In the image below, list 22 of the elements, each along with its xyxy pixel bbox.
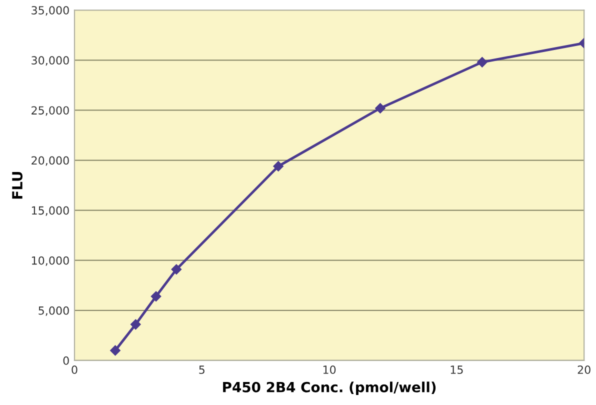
y-tick-label: 35,000 [32,6,69,16]
x-axis-title: P450 2B4 Conc. (pmol/well) [223,382,436,396]
y-tick-label: 30,000 [32,56,69,66]
y-tick-label: 25,000 [32,106,69,116]
x-tick-label: 15 [450,366,463,374]
x-tick-label: 5 [199,366,204,374]
y-tick-label: 5,000 [38,306,69,316]
point [171,264,182,274]
x-tick-label: 20 [578,366,590,374]
point [375,103,386,114]
point [477,57,488,68]
x-tick-label: 10 [323,366,336,374]
point [110,345,120,356]
y-tick-label: 20,000 [32,156,69,166]
x-tick-label: 0 [72,366,78,374]
point [273,161,284,172]
point [150,291,162,302]
y-tick-label: 10,000 [32,256,69,266]
y-axis-title: FLU [12,172,23,199]
y-tick-label: 0 [63,356,69,365]
point [130,319,141,330]
y-tick-label: 15,000 [32,206,69,216]
